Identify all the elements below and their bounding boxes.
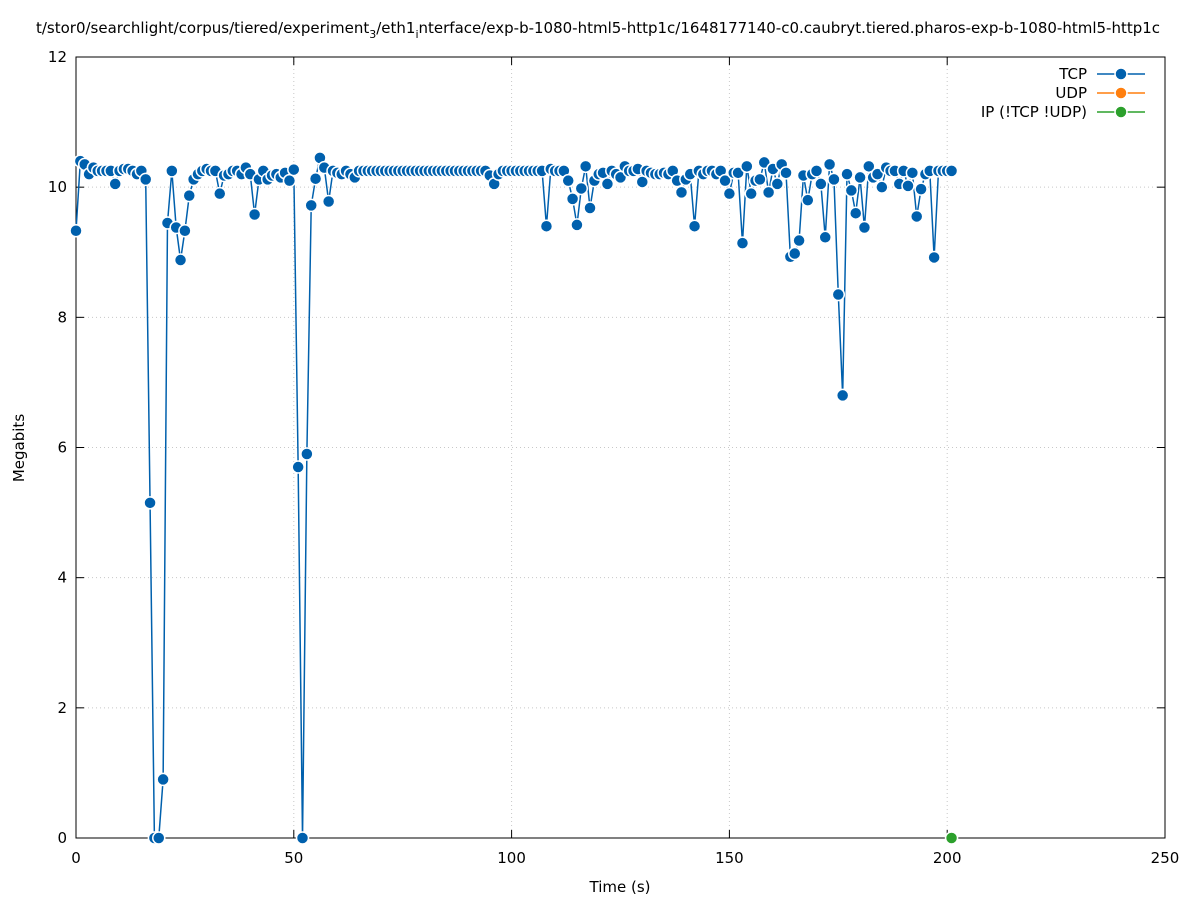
chart-title: t/stor0/searchlight/corpus/tiered/experi…	[36, 19, 1160, 41]
title-part: nterface/exp-b-1080-html5-http1c/1648177…	[419, 19, 1161, 37]
data-point	[138, 172, 153, 187]
data-point	[740, 159, 754, 174]
data-point	[300, 447, 314, 461]
data-point	[801, 193, 815, 207]
plot-area	[70, 151, 959, 844]
legend-label: UDP	[1055, 84, 1087, 102]
y-tick-label: 10	[48, 178, 67, 196]
data-point	[291, 460, 305, 474]
data-point	[909, 209, 924, 224]
data-point	[156, 772, 170, 787]
data-point	[574, 181, 589, 196]
data-point	[761, 185, 776, 200]
data-point	[822, 157, 837, 172]
data-point	[818, 230, 832, 245]
data-point	[770, 177, 785, 191]
y-tick-label: 4	[57, 569, 67, 587]
data-point	[857, 220, 872, 235]
x-axis-label: Time (s)	[589, 878, 651, 896]
data-point	[212, 186, 227, 201]
x-tick-label: 50	[284, 849, 303, 867]
data-point	[304, 198, 318, 213]
legend-marker	[1114, 105, 1128, 119]
data-point	[787, 246, 802, 261]
data-point	[295, 831, 310, 844]
data-point	[944, 164, 959, 178]
y-tick-label: 6	[57, 439, 67, 457]
data-point	[779, 166, 793, 180]
data-point	[173, 253, 188, 267]
data-point	[287, 162, 301, 177]
data-point	[247, 207, 262, 222]
data-point	[844, 183, 859, 198]
data-point	[875, 180, 889, 194]
x-tick-label: 100	[497, 849, 526, 867]
title-subscript: i	[415, 28, 418, 41]
data-point	[674, 185, 689, 200]
data-point	[561, 173, 575, 188]
data-point	[578, 159, 593, 174]
data-point	[835, 388, 850, 403]
y-tick-label: 8	[57, 308, 67, 326]
data-point	[687, 219, 702, 233]
data-point	[108, 177, 122, 191]
series-line	[75, 155, 952, 839]
data-point	[809, 164, 824, 178]
data-point	[827, 172, 841, 187]
data-point	[308, 171, 323, 186]
data-point	[718, 173, 732, 188]
plot-frame	[75, 56, 1166, 839]
x-tick-label: 250	[1151, 849, 1180, 867]
data-point	[570, 218, 584, 232]
data-point	[70, 224, 83, 238]
x-tick-label: 200	[933, 849, 962, 867]
data-point	[735, 236, 750, 250]
data-point	[792, 233, 806, 248]
data-point	[178, 224, 192, 238]
data-point	[853, 170, 867, 185]
y-tick-label: 0	[57, 829, 67, 847]
data-point	[600, 177, 615, 191]
data-point	[905, 166, 920, 180]
data-point	[182, 188, 197, 203]
title-subscript: 3	[369, 28, 376, 41]
data-point	[565, 192, 580, 206]
legend-marker	[1114, 86, 1128, 100]
data-point	[143, 496, 157, 510]
y-tick-label: 2	[57, 699, 67, 717]
title-part: /eth1	[376, 19, 415, 37]
legend-label: IP (!TCP !UDP)	[981, 103, 1087, 121]
data-point	[583, 201, 597, 215]
data-point	[753, 172, 767, 187]
y-axis-label: Megabits	[10, 414, 28, 482]
data-point	[848, 206, 863, 220]
data-point	[840, 167, 854, 181]
data-point	[831, 287, 846, 302]
data-point	[722, 186, 737, 201]
data-point	[321, 194, 336, 209]
data-point	[282, 173, 297, 188]
data-point	[152, 831, 166, 844]
data-point	[914, 182, 928, 196]
legend-label: TCP	[1058, 65, 1087, 83]
x-tick-label: 150	[715, 849, 744, 867]
x-tick-label: 0	[71, 849, 81, 867]
title-part: t/stor0/searchlight/corpus/tiered/experi…	[36, 19, 369, 37]
data-point	[165, 164, 179, 178]
data-point	[539, 219, 554, 233]
data-point	[814, 177, 828, 191]
data-point	[944, 831, 959, 844]
data-point	[901, 179, 915, 193]
legend-marker	[1114, 67, 1128, 81]
data-point	[927, 250, 941, 265]
data-point	[744, 186, 758, 201]
y-tick-label: 12	[48, 48, 67, 66]
